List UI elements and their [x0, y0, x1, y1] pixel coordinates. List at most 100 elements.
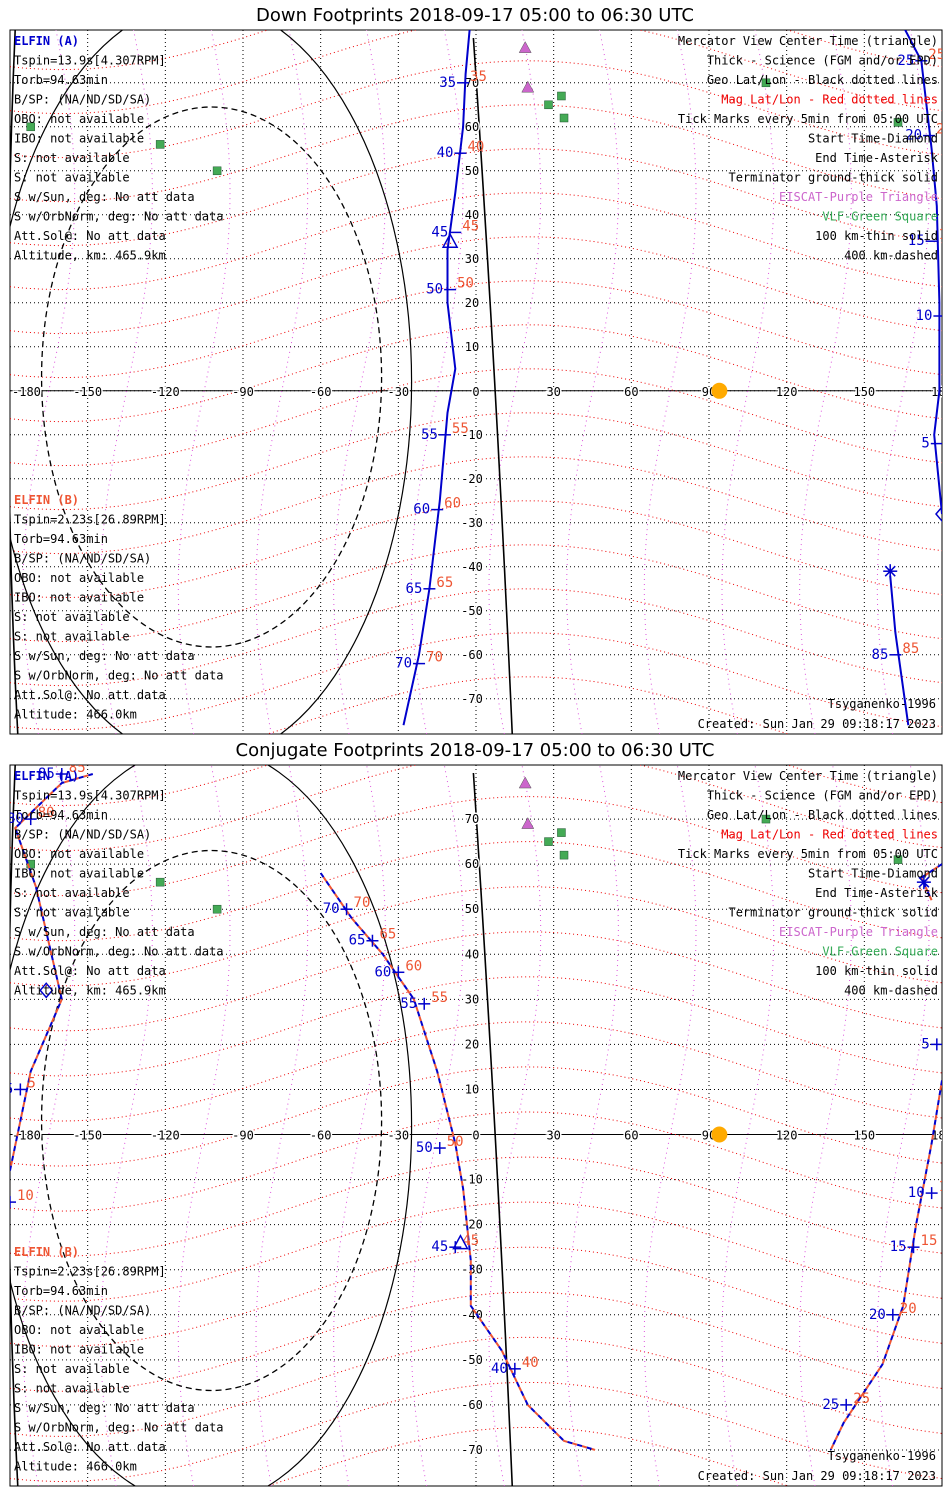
mag-latitude-curve [10, 1156, 942, 1257]
mag-latitude-curve [10, 236, 942, 335]
mag-latitude-curve [10, 976, 942, 1077]
legend-item: VLF-Green Square [822, 945, 938, 959]
mag-latitude-curve [10, 368, 942, 467]
mag-latitude-curve [10, 412, 942, 511]
mag-latitude-curve [10, 104, 942, 203]
mag-latitude-curve [10, 456, 942, 555]
elfin-a-info-line: S: not available [14, 151, 130, 165]
elfin-b-info-line: S: not available [14, 630, 130, 644]
elfin-b-tick-label: 25 [853, 1391, 870, 1407]
elfin-b-info-line: Torb=94.63min [14, 1284, 108, 1298]
mag-meridian-curve [22, 765, 76, 1486]
latitude-tick-label: 50 [465, 164, 479, 178]
mag-latitude-curve [10, 1246, 942, 1347]
elfin-b-tick-label: 65 [436, 575, 453, 591]
elfin-a-info-line: Torb=94.63min [14, 73, 108, 87]
elfin-b-tick-label: 60 [405, 958, 422, 974]
mag-latitude-curve [10, 544, 942, 643]
mag-latitude-curve [10, 931, 942, 1032]
elfin-a-info-line: B/SP: (NA/ND/SD/SA) [14, 93, 151, 107]
elfin-a-info-line: IBO: not available [14, 132, 144, 146]
elfin-b-tick-label: 50 [457, 276, 474, 292]
elfin-b-info-line: S w/Sun, deg: No att data [14, 1401, 195, 1415]
latitude-tick-label: 40 [465, 947, 479, 961]
panel-title: Conjugate Footprints 2018-09-17 05:00 to… [235, 740, 715, 761]
legend-item: Tick Marks every 5min from 05:00 UTC [678, 847, 938, 861]
legend-item: EISCAT-Purple Triangle [779, 190, 938, 204]
elfin-a-info-line: OBO: not available [14, 847, 144, 861]
elfin-b-info-line: Torb=94.63min [14, 532, 108, 546]
elfin-b-track [319, 872, 596, 1451]
longitude-tick-label: -120 [151, 1129, 180, 1143]
elfin-a-info-line: Att.Sol@: No att data [14, 964, 166, 978]
model-label: Tsyganenko-1996 [828, 697, 936, 711]
elfin-a-tick-label: 10 [908, 1185, 925, 1201]
vlf-square-icon [557, 91, 566, 101]
mag-latitude-curve [10, 841, 942, 942]
mag-latitude-curve [10, 192, 942, 291]
elfin-a-tick-label: 85 [38, 766, 55, 782]
legend-item: EISCAT-Purple Triangle [779, 925, 938, 939]
elfin-b-tick-label: 55 [452, 421, 469, 437]
legend-item: End Time-Asterisk [815, 151, 939, 165]
mag-meridian-curve [876, 30, 930, 734]
elfin-a-tick-label: 40 [437, 145, 454, 161]
mag-meridian-curve [488, 30, 542, 734]
elfin-a-tick-label: 20 [905, 128, 922, 144]
elfin-b-tick-label: 70 [426, 650, 443, 666]
latitude-tick-label: 10 [465, 1082, 479, 1096]
elfin-a-track [829, 1080, 942, 1451]
longitude-tick-label: -30 [387, 1129, 409, 1143]
latitude-tick-label: -70 [461, 692, 483, 706]
mag-latitude-curve [10, 1021, 942, 1122]
elfin-a-tick-label: 50 [416, 1140, 433, 1156]
elfin-a-info-line: S: not available [14, 886, 130, 900]
latitude-tick-label: -70 [461, 1443, 483, 1457]
elfin-a-tick-label: 60 [374, 964, 391, 980]
map-panel: -180 -150 -120 -90 -60 -30 0 30 60 90 120 150 180706… [9, 764, 943, 1487]
longitude-tick-label: -90 [232, 1129, 254, 1143]
mag-latitude-curve [10, 280, 942, 379]
latitude-tick-label: 40 [465, 208, 479, 222]
latitude-tick-label: -10 [461, 1173, 483, 1187]
elfin-b-info-line: IBO: not available [14, 591, 144, 605]
mag-latitude-curve [10, 30, 942, 115]
mag-meridian-curve [410, 30, 464, 734]
elfin-a-name: ELFIN (A) [14, 769, 79, 783]
elfin-a-tick-label: 50 [426, 282, 443, 298]
elfin-a-tick-label: 70 [323, 901, 340, 917]
elfin-b-tick-label: 20 [900, 1301, 917, 1317]
legend-item: Mag Lat/Lon - Red dotted lines [721, 828, 938, 842]
legend-item: Mercator View Center Time (triangle) [678, 34, 938, 48]
vlf-square-icon [559, 850, 569, 860]
legend-item: Start Time-Diamond [808, 867, 938, 881]
mag-latitude-curve [10, 765, 942, 852]
elfin-b-track [920, 863, 942, 901]
elfin-a-track [319, 872, 596, 1451]
sun-icon [711, 382, 728, 399]
created-label: Created: Sun Jan 29 09:18:17 2023 [698, 1469, 936, 1483]
elfin-a-track [889, 575, 910, 726]
mag-latitude-curve [10, 30, 942, 71]
longitude-tick-label: 120 [776, 385, 798, 399]
elfin-b-tick-label: 20 [936, 122, 950, 138]
elfin-b-name: ELFIN (B) [14, 493, 79, 507]
elfin-a-info-line: Att.Sol@: No att data [14, 229, 166, 243]
latitude-tick-label: 30 [465, 992, 479, 1006]
longitude-tick-label: -150 [73, 385, 102, 399]
elfin-a-tick-label: 40 [491, 1361, 508, 1377]
elfin-a-tick-label: 65 [349, 933, 366, 949]
longitude-tick-label: -60 [310, 385, 332, 399]
elfin-a-info-line: S: not available [14, 906, 130, 920]
latitude-tick-label: 20 [465, 1037, 479, 1051]
elfin-a-tick-label: 5 [921, 436, 929, 452]
vlf-square-icon [761, 814, 771, 824]
longitude-tick-label: 0 [472, 1129, 479, 1143]
latitude-tick-label: 10 [465, 340, 479, 354]
start-diamond-icon [935, 505, 942, 523]
terminator-400km-loop [40, 106, 383, 648]
longitude-tick-label: 30 [546, 385, 560, 399]
elfin-b-tick-label: 15 [939, 227, 950, 243]
mag-latitude-curve [10, 886, 942, 987]
vlf-square-icon [26, 859, 35, 869]
